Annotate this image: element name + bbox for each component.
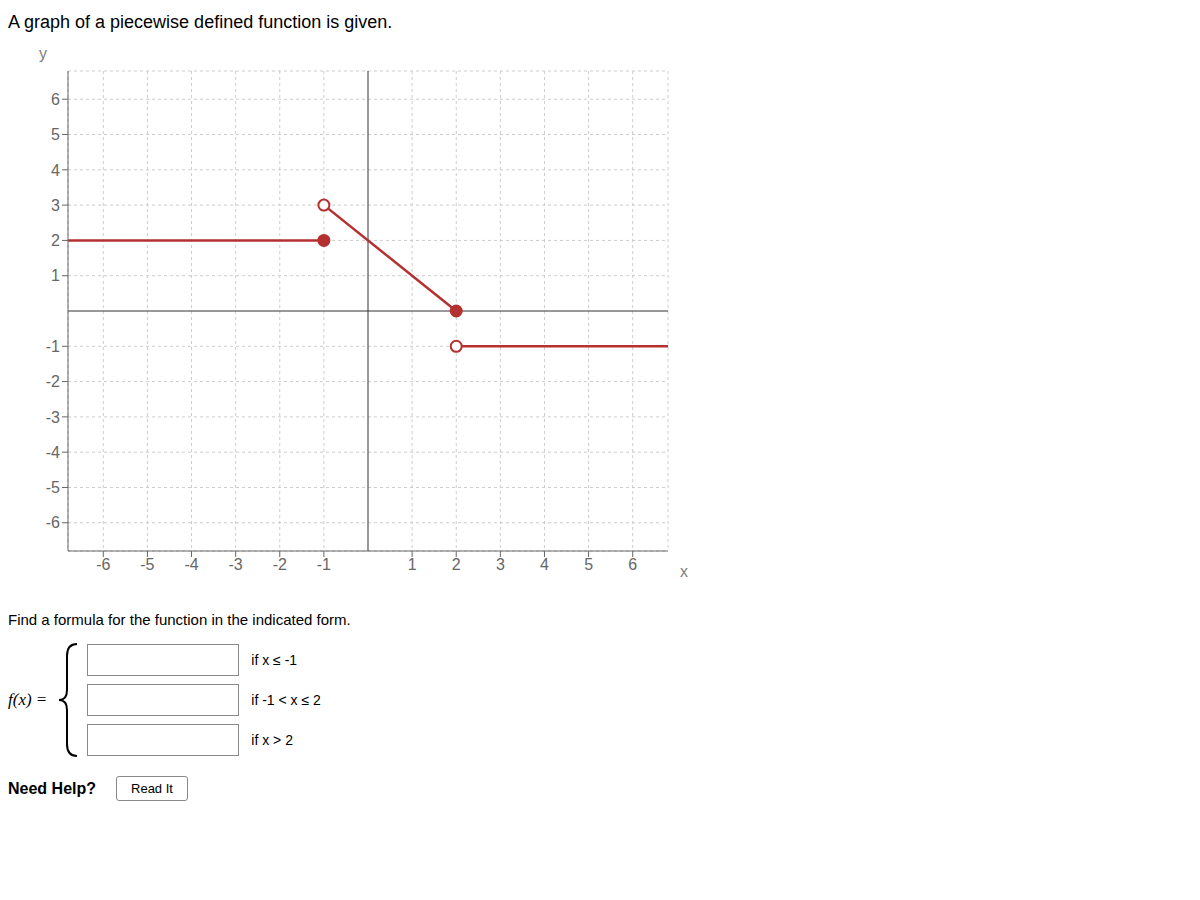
svg-text:-1: -1	[317, 556, 331, 573]
svg-text:4: 4	[540, 556, 549, 573]
svg-text:-5: -5	[140, 556, 154, 573]
html-text:Read It: Read It	[131, 781, 173, 796]
svg-text:-6: -6	[46, 514, 60, 531]
svg-text:-6: -6	[96, 556, 110, 573]
svg-text:y: y	[39, 45, 47, 62]
svg-text:3: 3	[51, 197, 60, 214]
svg-text:4: 4	[51, 162, 60, 179]
svg-text:-2: -2	[46, 373, 60, 390]
html-text:Need Help?: Need Help?	[8, 779, 96, 797]
svg-text:2: 2	[51, 232, 60, 249]
svg-text:-4: -4	[46, 444, 60, 461]
html-text:if x > 2: if x > 2	[251, 732, 293, 748]
svg-text:-2: -2	[273, 556, 287, 573]
html-text:Find a formula for the functio: Find a formula for the function in the i…	[8, 611, 351, 628]
svg-text:-4: -4	[184, 556, 198, 573]
html-text:if x ≤ -1: if x ≤ -1	[251, 652, 298, 668]
html-text:A graph of a piecewise defined: A graph of a piecewise defined function …	[8, 12, 393, 32]
svg-text:-3: -3	[229, 556, 243, 573]
svg-text:-5: -5	[46, 479, 60, 496]
html-text:f(x) =: f(x) =	[8, 690, 48, 709]
svg-text:1: 1	[51, 267, 60, 284]
svg-text:6: 6	[628, 556, 637, 573]
svg-text:6: 6	[51, 91, 60, 108]
svg-text:1: 1	[408, 556, 417, 573]
svg-text:2: 2	[452, 556, 461, 573]
svg-text:5: 5	[584, 556, 593, 573]
svg-text:5: 5	[51, 126, 60, 143]
html-text:if -1 < x ≤ 2: if -1 < x ≤ 2	[251, 692, 321, 708]
svg-text:x: x	[680, 563, 688, 580]
svg-text:-3: -3	[46, 409, 60, 426]
svg-text:-1: -1	[46, 338, 60, 355]
svg-text:3: 3	[496, 556, 505, 573]
